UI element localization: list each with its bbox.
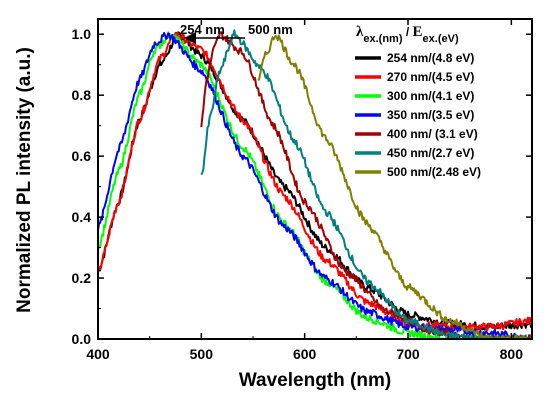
legend: λex.(nm) / Eex.(eV) 254 nm/(4.8 eV) 270 n…: [355, 24, 481, 179]
excitation-annotation: 254 nm 500 nm: [180, 22, 293, 44]
y-tick-label: 0.4: [72, 209, 92, 225]
legend-label-5: 450 nm/(2.7 eV): [387, 146, 474, 160]
legend-title: λex.(nm) / Eex.(eV): [356, 24, 459, 45]
series-line-4: [200, 31, 532, 339]
y-axis-title: Normalized PL intensity (a.u.): [14, 47, 35, 313]
x-tick-label: 500: [190, 346, 214, 362]
x-tick-label: 700: [396, 346, 420, 362]
series-layer: [98, 29, 532, 339]
series-line-5: [200, 29, 532, 339]
annotation-254nm: 254 nm: [180, 22, 225, 37]
series-line-6: [257, 34, 532, 339]
legend-label-4: 400 nm/ (3.1 eV): [387, 127, 478, 141]
x-tick-label: 400: [86, 346, 110, 362]
series-line-3: [98, 32, 532, 339]
legend-label-3: 350 nm/(3.5 eV): [387, 108, 474, 122]
legend-label-2: 300 nm/(4.1 eV): [387, 89, 474, 103]
y-tick-label: 1.0: [72, 26, 92, 42]
legend-label-0: 254 nm/(4.8 eV): [387, 51, 474, 65]
y-tick-label: 0.8: [72, 87, 92, 103]
axes-layer: 400 500 600 700 800 0.0 0.2 0.4 0.6 0.8 1.0: [72, 19, 532, 362]
legend-label-1: 270 nm/(4.5 eV): [387, 70, 474, 84]
y-tick-label: 0.6: [72, 148, 92, 164]
x-axis-title: Wavelength (nm): [239, 370, 391, 391]
x-tick-label: 600: [293, 346, 317, 362]
y-tick-label: 0.0: [72, 331, 92, 347]
plot-frame: [97, 18, 533, 340]
legend-label-6: 500 nm/(2.48 eV): [387, 165, 481, 179]
y-tick-label: 0.2: [72, 270, 92, 286]
annotation-500nm: 500 nm: [248, 22, 293, 37]
x-tick-label: 800: [500, 346, 524, 362]
